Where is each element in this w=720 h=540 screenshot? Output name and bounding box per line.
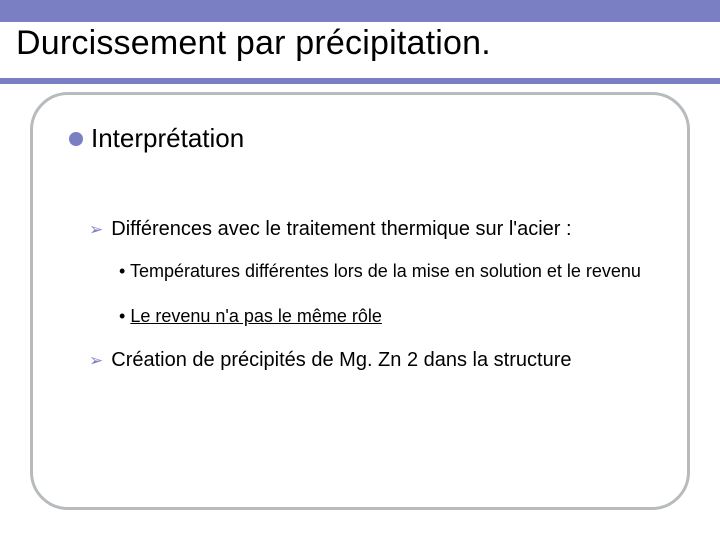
level1-item: Interprétation: [63, 123, 657, 154]
level2-text: Différences avec le traitement thermique…: [111, 218, 571, 241]
level3-text-underlined: Le revenu n'a pas le même rôle: [130, 306, 382, 326]
bullet-dot-icon: •: [119, 306, 130, 326]
title-underline-bar: [0, 78, 720, 84]
chevron-right-icon: ➢: [89, 349, 103, 373]
header-band: [0, 0, 720, 22]
content-capsule: Interprétation ➢ Différences avec le tra…: [30, 92, 690, 510]
level2-item: ➢ Différences avec le traitement thermiq…: [89, 218, 657, 242]
bullet-dot-icon: •: [119, 261, 130, 281]
level2-text: Création de précipités de Mg. Zn 2 dans …: [111, 349, 571, 372]
level2-item: ➢ Création de précipités de Mg. Zn 2 dan…: [89, 349, 657, 373]
slide-title: Durcissement par précipitation.: [16, 24, 491, 63]
chevron-right-icon: ➢: [89, 218, 103, 242]
bullet-dot-icon: [69, 132, 83, 146]
level1-text: Interprétation: [91, 123, 244, 154]
slide: Durcissement par précipitation. Interpré…: [0, 0, 720, 540]
level3-item: • Températures différentes lors de la mi…: [119, 260, 657, 283]
level3-item: • Le revenu n'a pas le même rôle: [119, 305, 657, 328]
level3-text: Températures différentes lors de la mise…: [130, 261, 641, 281]
